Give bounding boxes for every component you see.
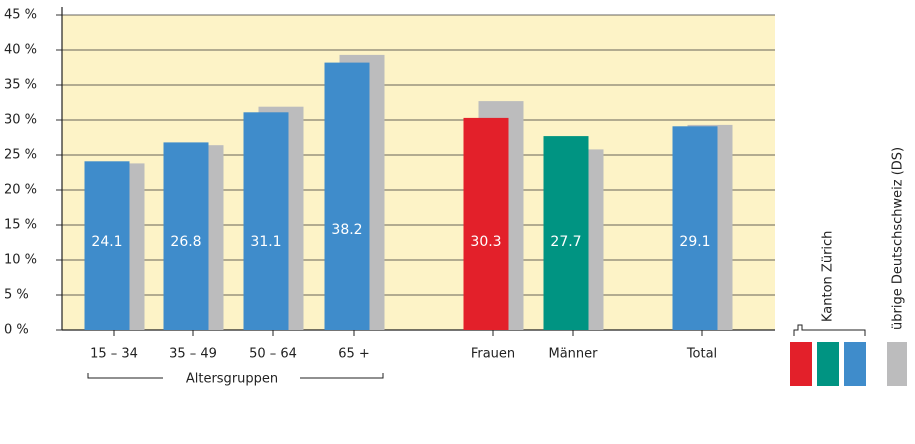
value-label: 29.1: [679, 234, 710, 250]
x-tick-label: 35 – 49: [169, 347, 217, 362]
x-tick-label: 65 +: [338, 347, 370, 362]
y-tick-label: 10 %: [4, 253, 37, 268]
value-label: 26.8: [170, 234, 201, 250]
y-tick-label: 5 %: [4, 288, 29, 303]
y-tick-label: 40 %: [4, 43, 37, 58]
bar: [84, 161, 130, 330]
value-label: 24.1: [91, 234, 122, 250]
legend-bracket: [793, 324, 866, 336]
value-label: 31.1: [250, 234, 281, 250]
y-tick-label: 0 %: [4, 323, 29, 338]
value-label: 38.2: [331, 222, 362, 238]
legend-swatch: [790, 342, 812, 386]
y-tick-label: 45 %: [4, 8, 37, 23]
y-tick-label: 25 %: [4, 148, 37, 163]
value-label: 27.7: [550, 234, 581, 250]
legend-swatch: [887, 342, 907, 386]
y-tick-label: 20 %: [4, 183, 37, 198]
x-tick-label: Männer: [548, 347, 598, 362]
x-tick-label: Total: [686, 347, 717, 362]
bar: [163, 142, 209, 330]
legend-swatch: [844, 342, 866, 386]
bar: [672, 126, 718, 330]
bracket: [87, 373, 384, 379]
bar: [543, 136, 589, 330]
legend-swatch: [817, 342, 839, 386]
legend-label: übrige Deutschschweiz (DS): [891, 147, 906, 330]
bar: [324, 62, 370, 330]
bar: [463, 117, 509, 331]
value-label: 30.3: [470, 234, 501, 250]
bar: [243, 112, 289, 330]
x-tick-label: 50 – 64: [249, 347, 297, 362]
x-tick-label: 15 – 34: [90, 347, 138, 362]
y-tick-label: 30 %: [4, 113, 37, 128]
legend-label: Kanton Zürich: [821, 231, 836, 322]
y-tick-label: 15 %: [4, 218, 37, 233]
annotation: Altersgruppen: [186, 372, 278, 387]
x-tick-label: Frauen: [471, 347, 515, 362]
y-tick-label: 35 %: [4, 78, 37, 93]
